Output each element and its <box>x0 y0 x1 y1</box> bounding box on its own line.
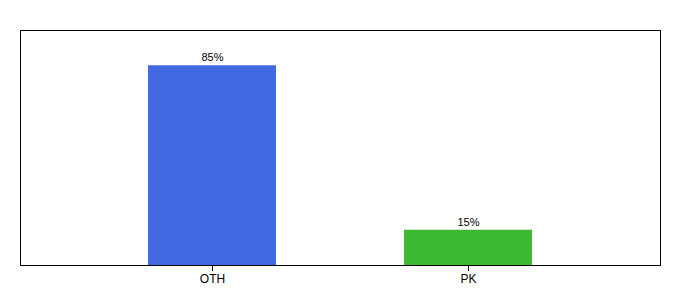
svg-text:PK: PK <box>460 272 476 286</box>
svg-text:85%: 85% <box>201 51 223 63</box>
svg-text:15%: 15% <box>457 216 479 228</box>
svg-text:OTH: OTH <box>200 272 225 286</box>
